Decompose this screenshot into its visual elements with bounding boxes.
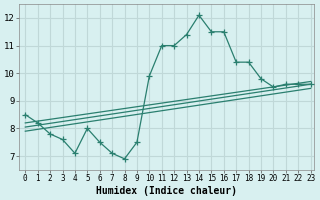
X-axis label: Humidex (Indice chaleur): Humidex (Indice chaleur) <box>96 186 237 196</box>
